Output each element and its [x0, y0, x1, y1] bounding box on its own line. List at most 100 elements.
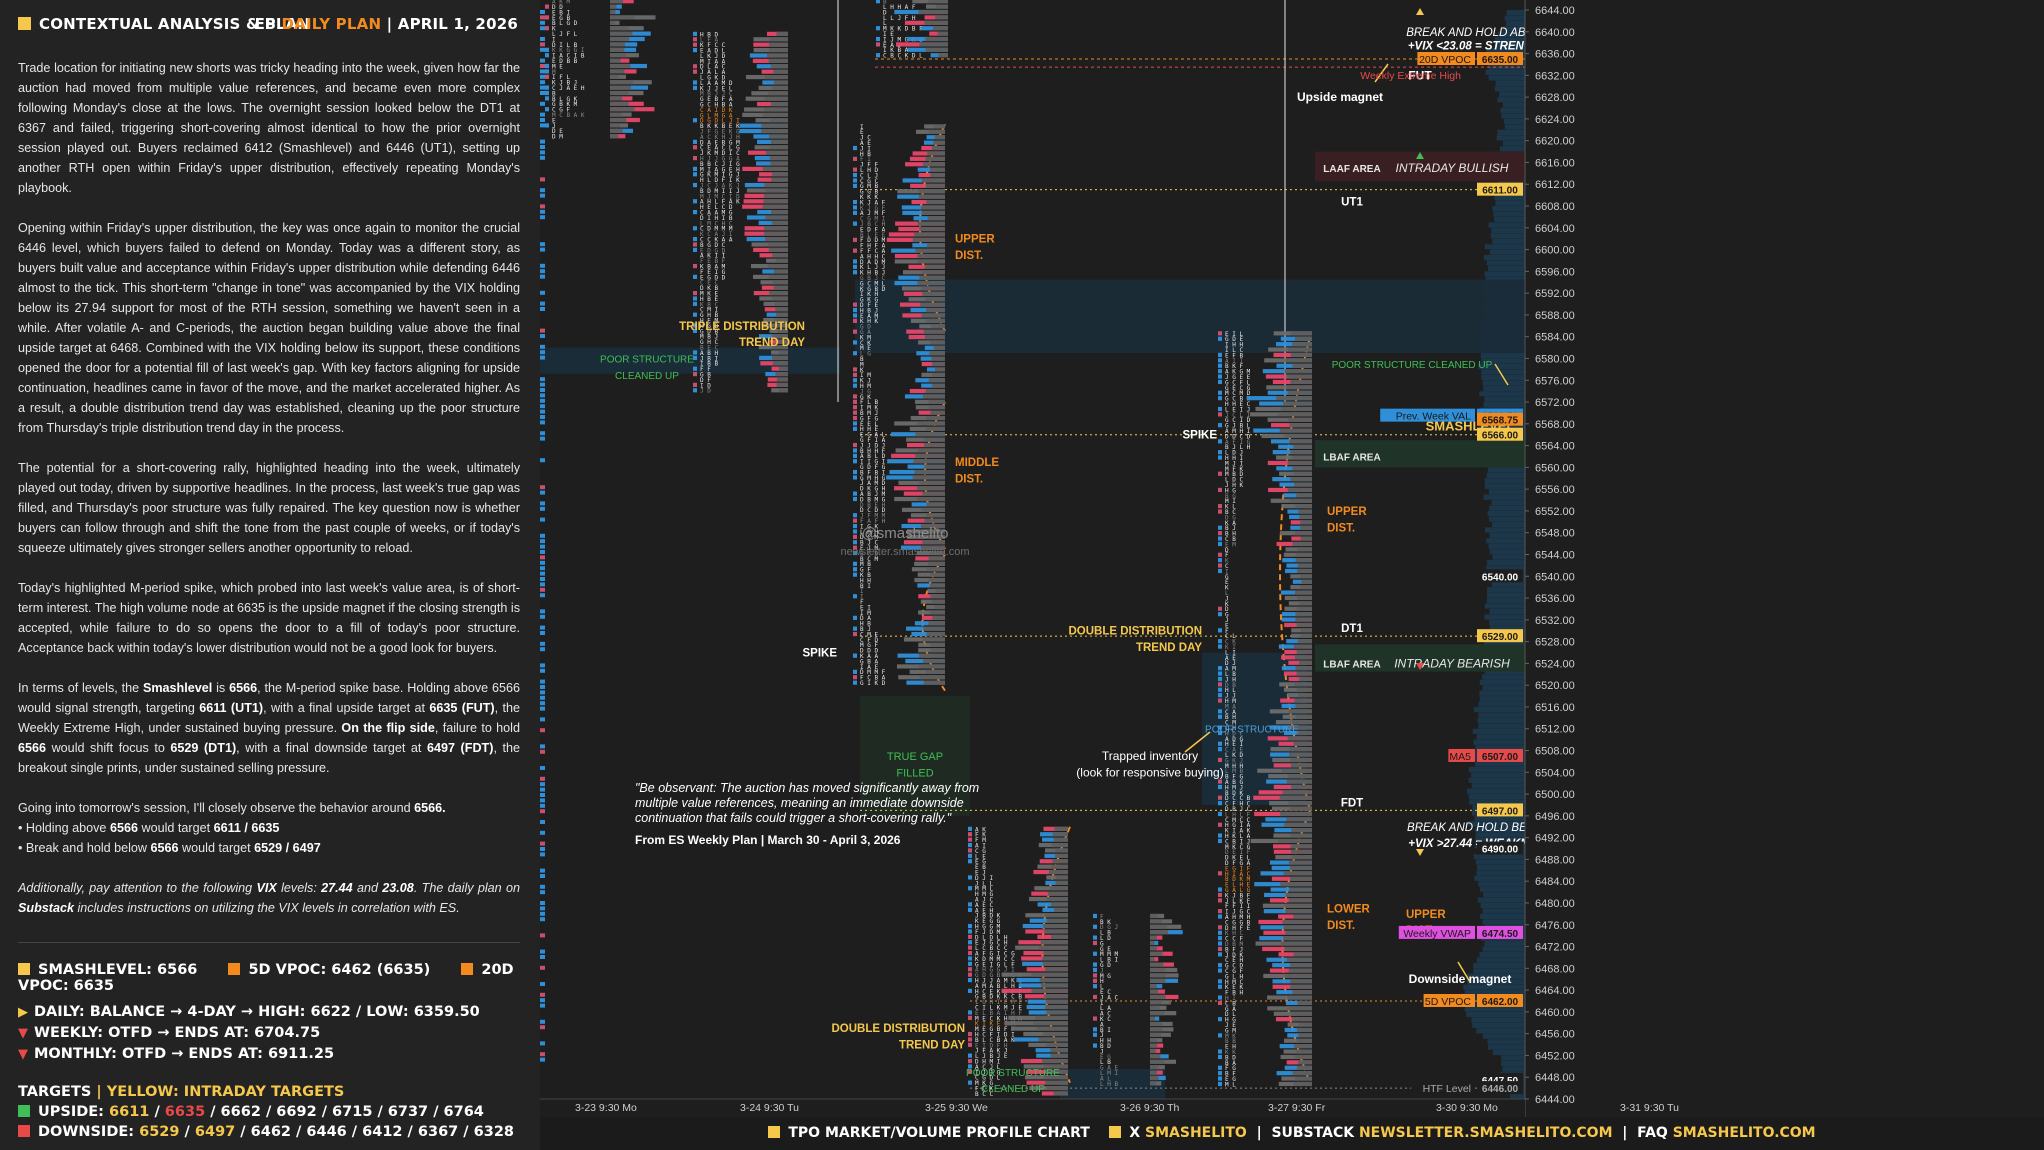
faq-link[interactable]: SMASHELITO.COM — [1672, 1125, 1816, 1141]
period-bar — [540, 409, 545, 414]
tpo-letters: L J F L — [552, 31, 578, 38]
period-bar — [540, 263, 545, 268]
period-bar — [545, 4, 549, 9]
tpo-letters: J G E E — [1225, 374, 1251, 381]
composite-volume-bar — [1500, 108, 1525, 114]
period-bar — [1218, 887, 1222, 892]
volume-bar-inner — [1295, 617, 1312, 622]
x-handle-link[interactable]: SMASHELITO — [1145, 1125, 1247, 1141]
y-tick-label: 6532.00 — [1535, 615, 1575, 627]
tpo-letters: I — [552, 36, 556, 43]
tpo-letters: M C B A K — [552, 112, 585, 119]
period-bar — [540, 123, 545, 128]
period-bar — [853, 529, 857, 534]
period-bar — [1218, 871, 1222, 876]
tpo-letters: C E H — [1225, 957, 1243, 964]
daily-context: ▶ DAILY: BALANCE → 4-DAY → HIGH: 6622 / L… — [18, 1002, 480, 1023]
period-bar — [968, 886, 972, 891]
composite-volume-bar — [1479, 423, 1525, 430]
period-bar — [540, 776, 545, 781]
tpo-letters: M B D — [1225, 471, 1243, 478]
tpo-letters: H D C — [1225, 730, 1243, 737]
period-bar — [853, 415, 857, 421]
tpo-letters: A J M F — [860, 210, 886, 217]
volume-bar-inner — [925, 156, 945, 161]
volume-bar-inner — [763, 199, 788, 204]
volume-bar-inner — [765, 215, 788, 220]
volume-bar-inner — [1052, 832, 1068, 837]
volume-bar-inner — [920, 545, 945, 550]
tpo-letters: C F D — [860, 637, 878, 644]
period-bar — [853, 205, 857, 210]
chart-annotation: POOR STRUCTURE CLEANED UP — [1332, 360, 1493, 371]
period-bar — [540, 803, 545, 808]
period-bar — [1218, 336, 1222, 341]
composite-volume-bar — [1476, 957, 1525, 963]
volume-bar-inner — [1044, 929, 1068, 934]
period-bar — [693, 355, 697, 360]
tpo-letters: L D C — [1225, 477, 1243, 484]
tpo-letters: F E B F — [700, 258, 726, 265]
composite-volume-bar — [1492, 1049, 1525, 1056]
volume-bar-inner — [610, 58, 621, 63]
period-bar — [540, 209, 545, 214]
composite-volume-bar — [1479, 951, 1525, 958]
tpo-letters: M K C G — [1225, 844, 1251, 851]
chart-annotation: TREND DAY — [1136, 642, 1202, 654]
footer-chart-type: TPO MARKET/VOLUME PROFILE CHART — [788, 1125, 1090, 1141]
period-bar — [540, 393, 545, 398]
tpo-letters: L H H — [860, 529, 878, 536]
tpo-letters: A I I — [1225, 358, 1243, 365]
period-bar — [540, 301, 545, 306]
volume-bar-inner — [1150, 1021, 1163, 1027]
period-bar — [540, 884, 545, 889]
tpo-letters: H H E — [860, 426, 878, 433]
period-bar — [1218, 968, 1222, 973]
price-tag: 6462.00 — [1482, 997, 1519, 1008]
tpo-letters: A M — [1225, 666, 1236, 673]
tpo-letters: D E I F — [1225, 849, 1251, 856]
tpo-letters: G C H B A — [700, 101, 733, 108]
volume-bar-inner — [929, 351, 945, 356]
period-bar — [1218, 676, 1222, 682]
price-tag-bg — [1477, 569, 1523, 583]
volume-bar-inner — [928, 577, 945, 583]
composite-volume-bar — [1474, 875, 1525, 881]
composite-volume-bar — [1482, 685, 1525, 691]
volume-bar-inner — [1046, 1010, 1068, 1015]
volume-bar-inner — [1293, 952, 1312, 957]
period-bar — [968, 907, 972, 912]
volume-bar-inner — [767, 91, 788, 96]
composite-volume-bar — [1497, 97, 1525, 103]
tpo-letters: M — [552, 69, 556, 76]
period-bar — [540, 593, 545, 598]
volume-bar-inner — [1290, 784, 1312, 790]
composite-volume-bar — [1489, 532, 1525, 538]
y-tick-label: 6564.00 — [1535, 441, 1575, 453]
composite-volume-bar — [1472, 1022, 1525, 1028]
period-bar — [1218, 682, 1222, 687]
volume-bar-inner — [926, 502, 945, 507]
volume-bar-inner — [768, 58, 788, 63]
tpo-letters: F M — [975, 837, 986, 844]
volume-bar-inner — [1290, 1011, 1312, 1016]
period-bar — [693, 350, 697, 355]
tpo-letters: B E C — [700, 344, 718, 351]
tpo-letters: E A J — [883, 42, 901, 49]
paragraph: Today's highlighted M-period spike, whic… — [18, 581, 520, 655]
tpo-letters: J L L — [975, 880, 993, 887]
tpo-letters: A E C — [975, 902, 993, 909]
price-tag-bg — [1477, 52, 1523, 66]
volume-bar-inner — [769, 290, 788, 296]
substack-link[interactable]: NEWSLETTER.SMASHELITO.COM — [1358, 1125, 1613, 1141]
price-tag: 6529.00 — [1482, 632, 1519, 643]
period-bar — [540, 517, 545, 522]
y-tick-label: 6552.00 — [1535, 506, 1575, 518]
composite-volume-bar — [1484, 244, 1525, 250]
composite-volume-bar — [1495, 200, 1525, 206]
tpo-letters: B L G D — [552, 20, 578, 27]
period-bar — [853, 248, 857, 253]
volume-bar-inner — [765, 188, 788, 193]
tpo-letters: K L J J — [860, 264, 885, 271]
tpo-chart[interactable]: A K MD DE B IE G BB L G DKL J F LID I L … — [540, 0, 2044, 1150]
